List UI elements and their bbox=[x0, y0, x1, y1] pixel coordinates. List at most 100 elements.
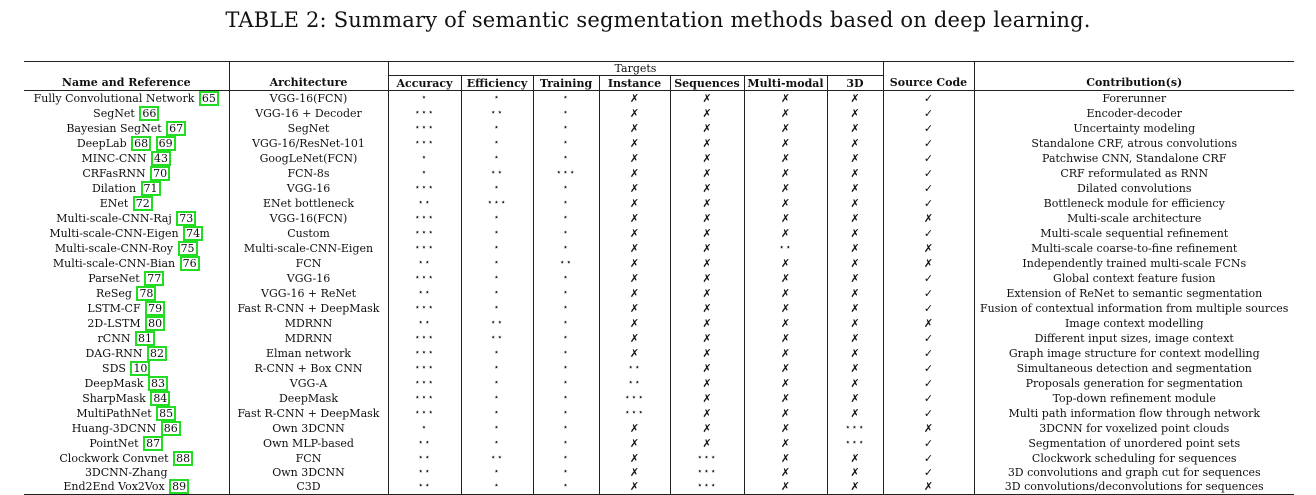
cell-accuracy: ⋆⋆⋆ bbox=[387, 330, 461, 346]
cell-3d: ✗ bbox=[826, 165, 883, 181]
cell-instance: ✗ bbox=[598, 270, 670, 286]
citation-link[interactable]: 84 bbox=[150, 390, 171, 406]
table-row: ParseNet 77 VGG-16 ⋆⋆⋆ ⋆ ⋆ ✗ ✗ ✗ ✗ ✓ Global contex… bbox=[24, 270, 1294, 286]
cell-multi-modal: ✗ bbox=[743, 120, 827, 136]
cell-source-code: ✓ bbox=[882, 120, 974, 136]
cell-contribution: Multi path information flow through netw… bbox=[973, 405, 1294, 421]
method-name: CRFasRNN bbox=[82, 166, 146, 180]
header-blank-arch bbox=[228, 60, 388, 76]
cell-sequences: ✗ bbox=[669, 135, 744, 151]
table-row: DeepLab 68 69 VGG-16/ResNet-101 ⋆⋆⋆ ⋆ ⋆ ✗ ✗ ✗ ✗ ✓… bbox=[24, 135, 1294, 151]
cell-accuracy: ⋆⋆⋆ bbox=[387, 390, 461, 406]
cell-3d: ✗ bbox=[826, 180, 883, 196]
citation-link[interactable]: 43 bbox=[151, 150, 172, 166]
citation-link[interactable]: 80 bbox=[145, 315, 166, 331]
cell-contribution: Different input sizes, image context bbox=[973, 330, 1294, 346]
summary-table: Targets Name and Reference Architecture … bbox=[24, 60, 1294, 495]
citation-link[interactable]: 76 bbox=[179, 255, 200, 271]
citation-link[interactable]: 86 bbox=[160, 420, 181, 436]
cell-name-reference: End2End Vox2Vox 89 bbox=[24, 479, 229, 495]
cell-sequences: ✗ bbox=[669, 375, 744, 391]
cell-training: ⋆ bbox=[532, 450, 599, 466]
citation-link[interactable]: 82 bbox=[147, 345, 167, 361]
cell-name-reference: SDS 10 bbox=[24, 360, 229, 376]
header-architecture: Architecture bbox=[228, 75, 388, 91]
cell-source-code: ✓ bbox=[882, 150, 974, 166]
method-name: Fully Convolutional Network bbox=[33, 91, 195, 105]
cell-contribution: Multi-scale sequential refinement bbox=[973, 225, 1294, 241]
cell-multi-modal: ✗ bbox=[743, 345, 827, 361]
table-row: Bayesian SegNet 67 SegNet ⋆⋆⋆ ⋆ ⋆ ✗ ✗ ✗ ✗ ✓ Uncert… bbox=[24, 120, 1294, 136]
cell-accuracy: ⋆ bbox=[387, 420, 461, 436]
citation-link[interactable]: 73 bbox=[176, 210, 197, 226]
table-row: Multi-scale-CNN-Raj 73 VGG-16(FCN) ⋆⋆⋆ ⋆ ⋆ ✗ ✗… bbox=[24, 210, 1294, 226]
cell-accuracy: ⋆⋆ bbox=[387, 285, 461, 301]
cell-source-code: ✗ bbox=[882, 210, 974, 226]
cell-architecture: FCN-8s bbox=[228, 165, 388, 181]
cell-efficiency: ⋆ bbox=[460, 300, 533, 316]
cell-instance: ✗ bbox=[598, 165, 670, 181]
cell-3d: ✗ bbox=[826, 120, 883, 136]
cell-instance: ✗ bbox=[598, 195, 670, 211]
cell-architecture: Custom bbox=[228, 225, 388, 241]
citation-link[interactable]: 77 bbox=[144, 270, 165, 286]
cell-efficiency: ⋆ bbox=[460, 150, 533, 166]
cell-efficiency: ⋆⋆ bbox=[460, 105, 533, 121]
cell-instance: ✗ bbox=[598, 450, 670, 466]
citation-link[interactable]: 71 bbox=[140, 180, 161, 196]
citation-link[interactable]: 70 bbox=[150, 165, 171, 181]
citation-link[interactable]: 72 bbox=[132, 195, 153, 211]
cell-instance: ✗ bbox=[598, 105, 670, 121]
cell-architecture: Multi-scale-CNN-Eigen bbox=[228, 240, 388, 256]
method-name: ENet bbox=[99, 196, 129, 210]
citation-link[interactable]: 83 bbox=[148, 375, 168, 391]
table-row: Multi-scale-CNN-Roy 75 Multi-scale-CNN-Ei… bbox=[24, 240, 1294, 256]
citation-link[interactable]: 87 bbox=[143, 435, 164, 451]
citation-link[interactable]: 78 bbox=[136, 285, 157, 301]
cell-efficiency: ⋆ bbox=[460, 375, 533, 391]
citation-link[interactable]: 65 bbox=[198, 90, 219, 106]
citation-link[interactable]: 88 bbox=[173, 450, 194, 466]
table-row: MultiPathNet 85 Fast R-CNN + DeepMask ⋆⋆⋆ ⋆… bbox=[24, 405, 1294, 421]
cell-training: ⋆ bbox=[532, 330, 599, 346]
cell-multi-modal: ✗ bbox=[743, 195, 827, 211]
citation-link[interactable]: 69 bbox=[155, 135, 176, 151]
header-blank-source bbox=[882, 60, 974, 76]
citation-link[interactable]: 75 bbox=[177, 240, 198, 256]
table-row: ReSeg 78 VGG-16 + ReNet ⋆⋆ ⋆ ⋆ ✗ ✗ ✗ ✗ ✓ Extension… bbox=[24, 285, 1294, 301]
cell-multi-modal: ✗ bbox=[743, 270, 827, 286]
cell-accuracy: ⋆⋆⋆ bbox=[387, 300, 461, 316]
cell-name-reference: Clockwork Convnet 88 bbox=[24, 450, 229, 466]
citation-link[interactable]: 89 bbox=[169, 479, 190, 494]
table-row: LSTM-CF 79 Fast R-CNN + DeepMask ⋆⋆⋆ ⋆ ⋆ ✗ ✗ ✗ ✗… bbox=[24, 300, 1294, 316]
citation-link[interactable]: 81 bbox=[134, 330, 155, 346]
citation-link[interactable]: 68 bbox=[131, 135, 152, 151]
cell-instance: ✗ bbox=[598, 285, 670, 301]
citation-link[interactable]: 79 bbox=[145, 300, 166, 316]
cell-accuracy: ⋆⋆⋆ bbox=[387, 120, 461, 136]
cell-architecture: C3D bbox=[228, 479, 388, 495]
cell-source-code: ✓ bbox=[882, 300, 974, 316]
cell-name-reference: PointNet 87 bbox=[24, 435, 229, 451]
cell-accuracy: ⋆⋆ bbox=[387, 195, 461, 211]
cell-sequences: ⋆⋆⋆ bbox=[669, 479, 744, 495]
method-name: ReSeg bbox=[96, 286, 132, 300]
cell-3d: ✗ bbox=[826, 285, 883, 301]
method-name: MultiPathNet bbox=[76, 406, 152, 420]
cell-source-code: ✗ bbox=[882, 240, 974, 256]
cell-multi-modal: ✗ bbox=[743, 390, 827, 406]
cell-source-code: ✓ bbox=[882, 465, 974, 480]
cell-3d: ✗ bbox=[826, 210, 883, 226]
method-name: LSTM-CF bbox=[87, 301, 141, 315]
cell-accuracy: ⋆⋆⋆ bbox=[387, 360, 461, 376]
citation-link[interactable]: 66 bbox=[139, 105, 160, 121]
method-name: Bayesian SegNet bbox=[66, 121, 162, 135]
citation-link[interactable]: 74 bbox=[183, 225, 204, 241]
citation-link[interactable]: 67 bbox=[166, 120, 187, 136]
method-name: MINC-CNN bbox=[81, 151, 147, 165]
method-name: SDS bbox=[102, 361, 126, 375]
citation-link[interactable]: 85 bbox=[156, 405, 177, 421]
cell-source-code: ✗ bbox=[882, 255, 974, 271]
citation-link[interactable]: 10 bbox=[130, 360, 151, 376]
cell-accuracy: ⋆ bbox=[387, 150, 461, 166]
